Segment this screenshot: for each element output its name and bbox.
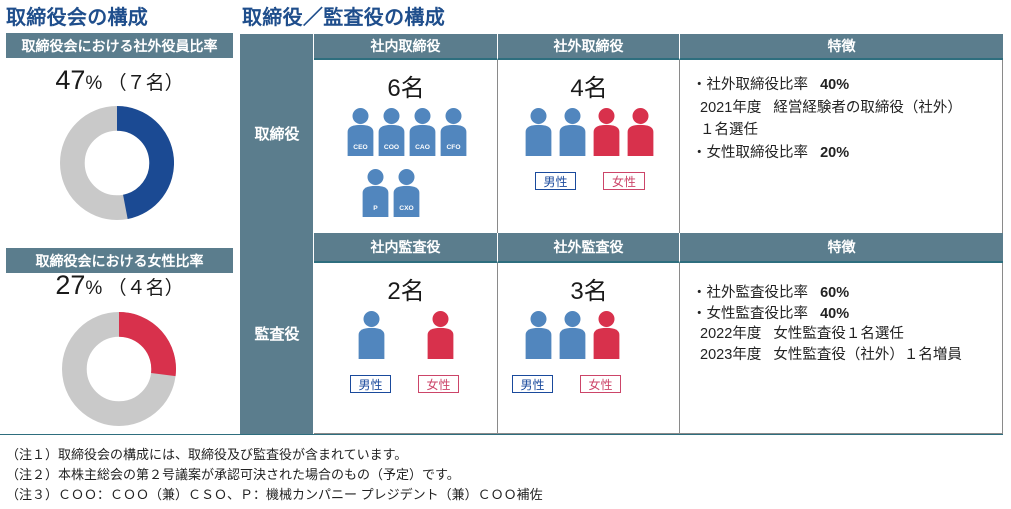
- svg-text:CXO: CXO: [399, 205, 413, 212]
- svg-text:CAO: CAO: [415, 144, 430, 151]
- svg-text:P: P: [373, 205, 378, 212]
- svg-text:CFO: CFO: [446, 144, 460, 151]
- svg-text:CEO: CEO: [353, 144, 367, 151]
- svg-text:COO: COO: [384, 144, 399, 151]
